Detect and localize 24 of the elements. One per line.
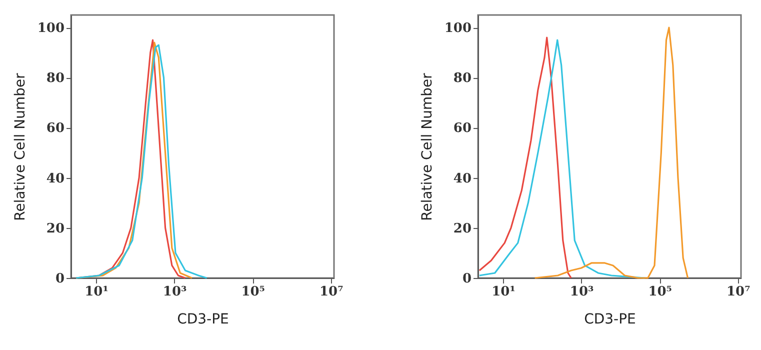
x-tick-label: 10⁷ [726,284,751,300]
y-tick-label: 60 [453,121,472,136]
y-axis-title: Relative Cell Number [419,72,436,221]
x-tick-label: 10⁷ [320,284,344,300]
y-tick-label: 20 [46,221,64,236]
x-axis-title: CD3-PE [177,312,229,328]
x-tick-label: 10¹ [84,284,108,300]
y-axis-title: Relative Cell Number [12,72,28,221]
x-tick-label: 10³ [162,284,187,300]
x-tick-label: 10³ [570,284,594,300]
y-tick-label: 0 [55,272,64,286]
x-tick-label: 10⁵ [648,284,672,300]
y-tick-label: 20 [453,221,472,236]
y-tick-label: 100 [37,21,64,36]
x-tick-label: 10¹ [492,284,516,300]
y-tick-label: 60 [46,121,64,136]
y-tick-label: 80 [46,71,64,86]
y-tick-label: 100 [444,21,472,36]
x-axis-title: CD3-PE [584,312,636,328]
x-tick-label: 10⁵ [241,284,266,300]
y-tick-label: 40 [453,171,472,186]
y-tick-label: 0 [462,272,472,286]
y-tick-label: 80 [453,71,472,86]
y-tick-label: 40 [46,171,64,186]
